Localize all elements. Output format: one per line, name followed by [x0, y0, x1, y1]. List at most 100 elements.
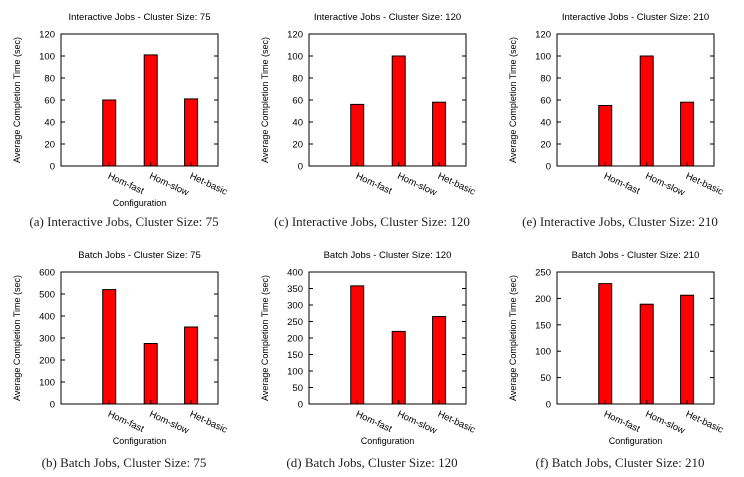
x-tick-label: Het-basic: [684, 409, 725, 436]
x-tick-label: Het-basic: [684, 171, 725, 198]
y-tick-label: 100: [287, 52, 303, 63]
y-tick-label: 0: [50, 162, 55, 173]
x-tick-label: Hom-fast: [354, 171, 394, 197]
bar-het-basic: [185, 327, 198, 404]
figure-caption: (b) Batch Jobs, Cluster Size: 75: [0, 455, 248, 471]
y-tick-label: 150: [535, 320, 551, 331]
chart-panel-b: Batch Jobs - Cluster Size: 75 0 100 200 300 4…: [0, 238, 248, 476]
bar-het-basic: [681, 295, 694, 404]
y-tick-label: 300: [287, 301, 303, 312]
x-axis-label: Configuration: [113, 436, 167, 446]
x-tick-label: Het-basic: [436, 171, 477, 198]
x-tick-label: Hom-slow: [643, 409, 686, 437]
bar-hom-fast: [103, 100, 116, 166]
y-axis-label: Average Completion Time (sec): [260, 275, 270, 401]
figure-caption: (c) Interactive Jobs, Cluster Size: 120: [248, 214, 496, 230]
bar-hom-fast: [599, 284, 612, 404]
chart-title: Batch Jobs - Cluster Size: 210: [572, 250, 700, 261]
chart-panel-f: Batch Jobs - Cluster Size: 210 0 50 100 150 2…: [496, 238, 744, 476]
y-tick-label: 250: [287, 317, 303, 328]
x-tick-label: Het-basic: [188, 171, 229, 198]
bar-hom-fast: [103, 290, 116, 404]
y-tick-label: 120: [535, 30, 551, 41]
bar-hom-slow: [392, 331, 405, 404]
x-tick-label: Hom-fast: [106, 171, 146, 197]
y-tick-label: 250: [535, 268, 551, 279]
y-axis-label: Average Completion Time (sec): [508, 275, 518, 401]
figure-caption: (e) Interactive Jobs, Cluster Size: 210: [496, 214, 744, 230]
x-tick-label: Hom-slow: [395, 171, 438, 199]
chart-title: Interactive Jobs - Cluster Size: 75: [68, 12, 210, 23]
y-tick-label: 0: [546, 162, 551, 173]
y-axis-label: Average Completion Time (sec): [508, 37, 518, 163]
y-tick-label: 0: [546, 400, 551, 411]
bar-het-basic: [185, 99, 198, 166]
x-tick-label: Hom-slow: [643, 171, 686, 199]
x-tick-label: Hom-slow: [147, 171, 190, 199]
bar-hom-slow: [640, 56, 653, 166]
figure-caption: (f) Batch Jobs, Cluster Size: 210: [496, 455, 744, 471]
y-axis-label: Average Completion Time (sec): [12, 37, 22, 163]
y-tick-label: 100: [535, 52, 551, 63]
bar-het-basic: [433, 102, 446, 166]
y-tick-label: 80: [44, 74, 55, 85]
y-tick-label: 40: [292, 118, 303, 129]
bar-hom-slow: [392, 56, 405, 166]
y-tick-label: 600: [39, 268, 55, 279]
chart-title: Batch Jobs - Cluster Size: 120: [324, 250, 452, 261]
chart-panel-e: Interactive Jobs - Cluster Size: 210 0 20 4…: [496, 0, 744, 238]
figure-caption: (d) Batch Jobs, Cluster Size: 120: [248, 455, 496, 471]
y-axis-label: Average Completion Time (sec): [12, 275, 22, 401]
y-tick-label: 60: [44, 96, 55, 107]
chart-title: Interactive Jobs - Cluster Size: 120: [314, 12, 461, 23]
chart-svg: Interactive Jobs - Cluster Size: 120 0 20 4…: [248, 0, 496, 215]
y-axis-label: Average Completion Time (sec): [260, 37, 270, 163]
y-tick-label: 80: [292, 74, 303, 85]
y-tick-label: 100: [39, 52, 55, 63]
chart-svg: Batch Jobs - Cluster Size: 1200501001502…: [248, 238, 496, 453]
y-tick-label: 50: [540, 373, 551, 384]
y-tick-label: 40: [540, 118, 551, 129]
y-tick-label: 60: [292, 96, 303, 107]
y-tick-label: 120: [39, 30, 55, 41]
chart-svg: Interactive Jobs - Cluster Size: 75 0 20 40…: [0, 0, 248, 215]
y-tick-label: 120: [287, 30, 303, 41]
y-tick-label: 150: [287, 350, 303, 361]
bar-hom-fast: [351, 104, 364, 166]
x-tick-label: Hom-fast: [602, 409, 642, 435]
y-tick-label: 400: [287, 268, 303, 279]
bar-hom-slow: [144, 55, 157, 166]
y-tick-label: 0: [298, 400, 303, 411]
x-axis-label: Configuration: [113, 198, 167, 208]
chart-panel-d: Batch Jobs - Cluster Size: 120 0 50 100 150 2…: [248, 238, 496, 476]
y-tick-label: 100: [535, 347, 551, 358]
y-tick-label: 200: [287, 334, 303, 345]
y-tick-label: 80: [540, 74, 551, 85]
chart-svg: Interactive Jobs - Cluster Size: 210 0 20 4…: [496, 0, 744, 215]
y-tick-label: 200: [39, 356, 55, 367]
chart-svg: Batch Jobs - Cluster Size: 210 0 50 100 150 2…: [496, 238, 744, 453]
bar-hom-fast: [351, 286, 364, 404]
bar-hom-fast: [599, 106, 612, 167]
x-axis-label: Configuration: [609, 436, 663, 446]
bar-het-basic: [681, 102, 694, 166]
chart-title: Batch Jobs - Cluster Size: 75: [78, 250, 201, 261]
y-tick-label: 350: [287, 284, 303, 295]
chart-panel-a: Interactive Jobs - Cluster Size: 75 0 20 40…: [0, 0, 248, 238]
figure-caption: (a) Interactive Jobs, Cluster Size: 75: [0, 214, 248, 230]
y-tick-label: 400: [39, 312, 55, 323]
y-tick-label: 20: [44, 140, 55, 151]
x-tick-label: Hom-fast: [354, 409, 394, 435]
x-axis-label: Configuration: [361, 436, 415, 446]
x-tick-label: Het-basic: [188, 409, 229, 436]
y-tick-label: 60: [540, 96, 551, 107]
y-tick-label: 200: [535, 294, 551, 305]
x-tick-label: Hom-fast: [106, 409, 146, 435]
chart-svg: Batch Jobs - Cluster Size: 75 0 100 200 300 4…: [0, 238, 248, 453]
x-tick-label: Hom-slow: [395, 409, 438, 437]
bar-hom-slow: [144, 344, 157, 405]
y-tick-label: 50: [292, 383, 303, 394]
x-tick-label: Het-basic: [436, 409, 477, 436]
y-tick-label: 300: [39, 334, 55, 345]
y-tick-label: 100: [39, 378, 55, 389]
